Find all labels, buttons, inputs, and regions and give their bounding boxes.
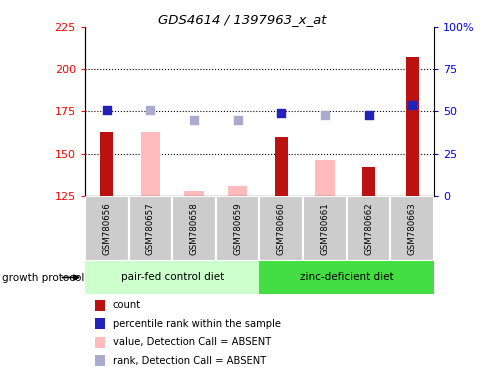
Text: GSM780659: GSM780659 bbox=[233, 202, 242, 255]
Bar bbox=[315, 161, 334, 196]
Text: pair-fed control diet: pair-fed control diet bbox=[121, 272, 223, 283]
Point bbox=[190, 117, 197, 123]
Bar bbox=[274, 137, 287, 196]
Point bbox=[364, 112, 372, 118]
Text: value, Detection Call = ABSENT: value, Detection Call = ABSENT bbox=[112, 337, 270, 347]
Point bbox=[103, 107, 110, 113]
Text: GSM780662: GSM780662 bbox=[363, 202, 372, 255]
Text: percentile rank within the sample: percentile rank within the sample bbox=[112, 319, 280, 329]
Text: GSM780660: GSM780660 bbox=[276, 202, 285, 255]
Bar bbox=[172, 196, 215, 261]
Text: growth protocol: growth protocol bbox=[2, 273, 85, 283]
Bar bbox=[361, 167, 374, 196]
Bar bbox=[140, 132, 160, 196]
Point bbox=[320, 112, 328, 118]
Text: GSM780658: GSM780658 bbox=[189, 202, 198, 255]
Bar bbox=[100, 132, 113, 196]
Bar bbox=[405, 57, 418, 196]
Text: rank, Detection Call = ABSENT: rank, Detection Call = ABSENT bbox=[112, 356, 265, 366]
Bar bbox=[215, 196, 259, 261]
Bar bbox=[259, 196, 302, 261]
Point bbox=[233, 117, 241, 123]
Text: count: count bbox=[112, 300, 140, 310]
Text: GSM780657: GSM780657 bbox=[146, 202, 154, 255]
Point bbox=[408, 101, 415, 108]
Text: zinc-deficient diet: zinc-deficient diet bbox=[299, 272, 393, 283]
Bar bbox=[346, 196, 390, 261]
Bar bbox=[259, 261, 433, 294]
Bar bbox=[227, 186, 247, 196]
Bar bbox=[85, 261, 259, 294]
Bar bbox=[128, 196, 172, 261]
Text: GSM780661: GSM780661 bbox=[320, 202, 329, 255]
Bar bbox=[184, 191, 203, 196]
Point bbox=[277, 110, 285, 116]
Text: GDS4614 / 1397963_x_at: GDS4614 / 1397963_x_at bbox=[158, 13, 326, 26]
Bar bbox=[302, 196, 346, 261]
Text: GSM780663: GSM780663 bbox=[407, 202, 416, 255]
Bar bbox=[390, 196, 433, 261]
Point bbox=[146, 107, 154, 113]
Bar bbox=[85, 196, 128, 261]
Text: GSM780656: GSM780656 bbox=[102, 202, 111, 255]
